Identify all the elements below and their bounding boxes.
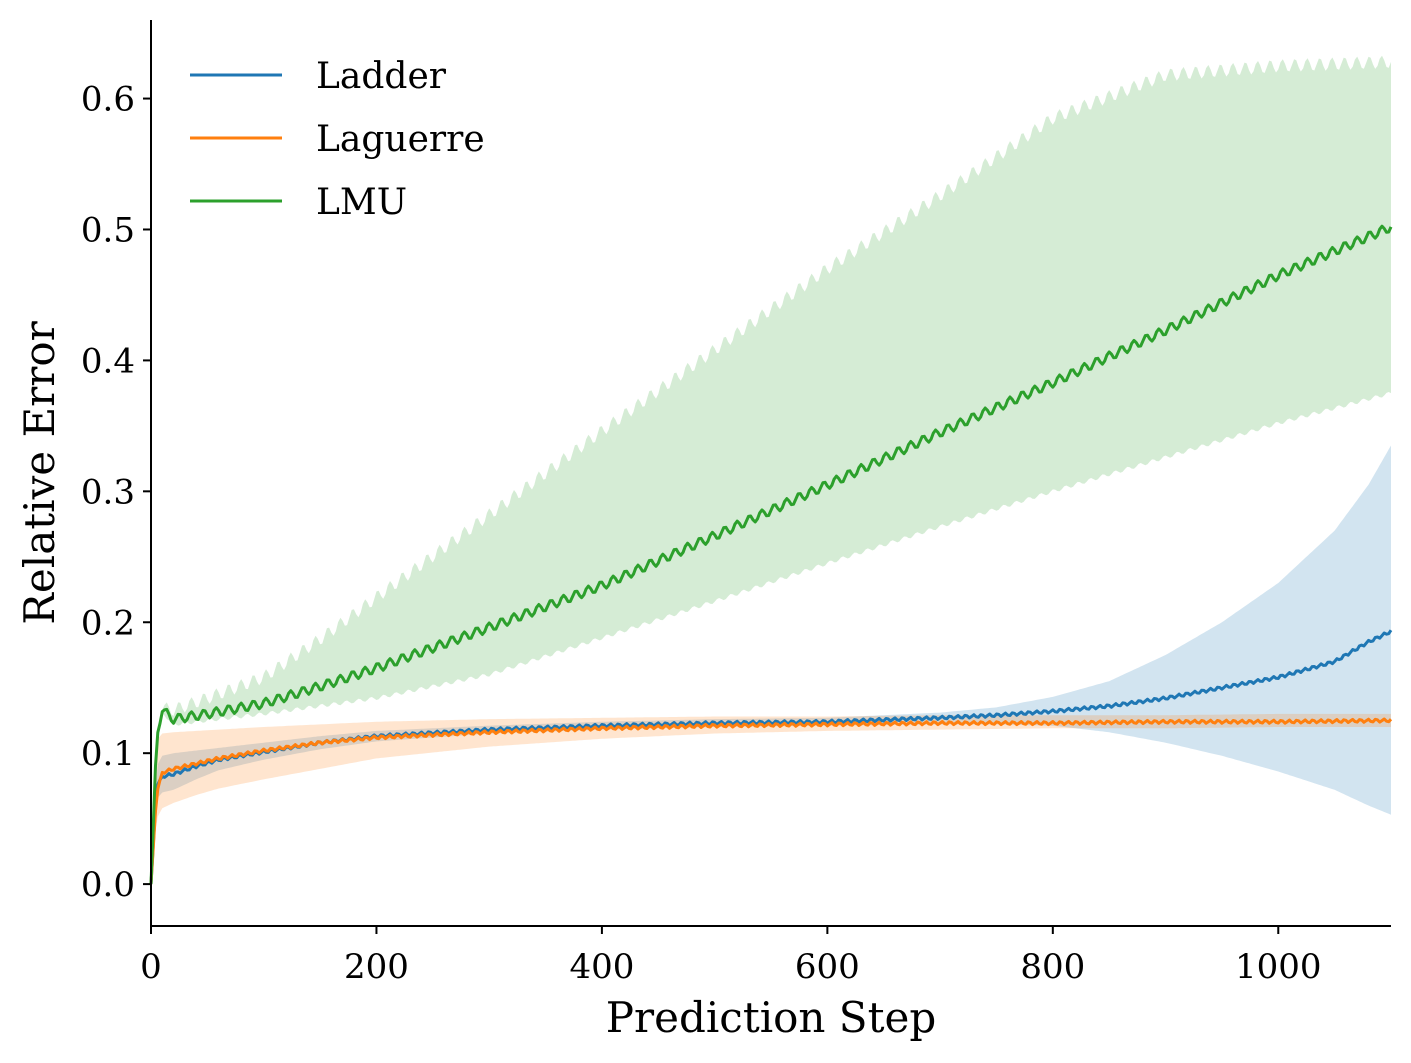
y-tick-label: 0.5	[81, 210, 135, 250]
legend: Ladder Laguerre LMU	[190, 56, 485, 223]
x-tick-label: 1000	[1235, 947, 1322, 987]
series-lines	[149, 224, 1393, 885]
y-axis-title: Relative Error	[15, 320, 64, 624]
x-ticks: 0 200 400 600 800 1000	[140, 926, 1322, 987]
y-tick-label: 0.1	[81, 734, 135, 774]
line-lmu	[149, 224, 1393, 885]
band-laguerre	[151, 713, 1391, 885]
y-tick-label: 0.4	[81, 341, 135, 381]
x-tick-label: 400	[569, 947, 634, 987]
legend-label-laguerre: Laguerre	[316, 119, 485, 160]
bands	[151, 55, 1391, 885]
plot-area	[149, 55, 1393, 885]
x-tick-label: 200	[344, 947, 409, 987]
x-tick-label: 0	[140, 947, 162, 987]
band-lmu	[151, 55, 1391, 885]
y-tick-label: 0.6	[81, 80, 135, 120]
line-laguerre	[149, 717, 1393, 885]
y-tick-label: 0.0	[81, 865, 135, 905]
y-tick-label: 0.3	[81, 472, 135, 512]
x-axis-title: Prediction Step	[606, 993, 936, 1042]
y-tick-label: 0.2	[81, 603, 135, 643]
x-tick-label: 800	[1020, 947, 1085, 987]
x-tick-label: 600	[795, 947, 860, 987]
legend-label-lmu: LMU	[316, 182, 407, 223]
axes	[150, 20, 1391, 927]
legend-label-ladder: Ladder	[316, 56, 447, 97]
y-ticks: 0.0 0.1 0.2 0.3 0.4 0.5 0.6	[81, 80, 151, 905]
